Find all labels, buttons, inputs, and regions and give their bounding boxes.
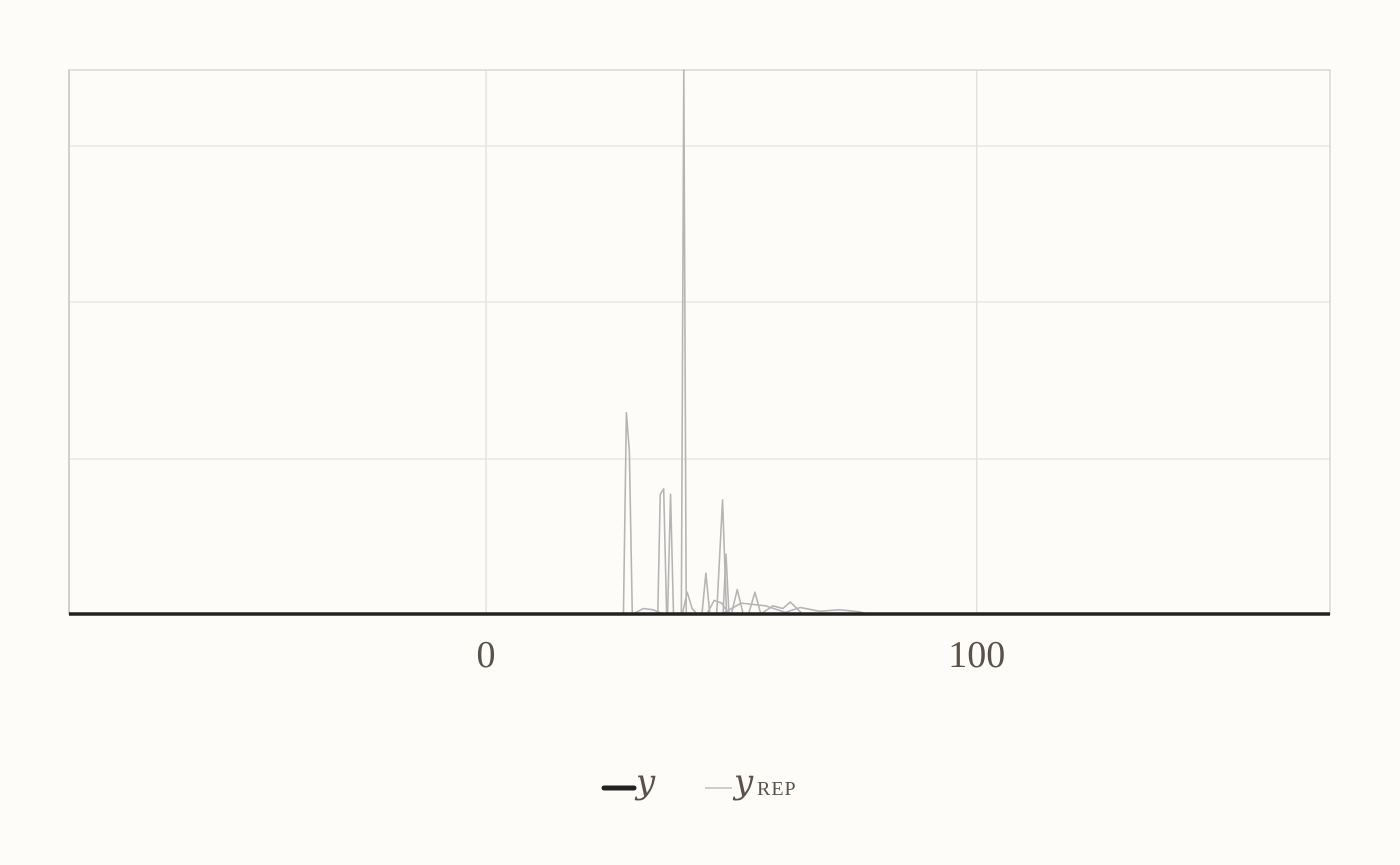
x-tick-label: 0: [477, 634, 496, 676]
yrep-line-12: [721, 602, 791, 615]
x-axis-tick-labels: 0 100: [477, 634, 1006, 676]
yrep-line-8: [722, 553, 730, 615]
yrep-line-15: [780, 606, 869, 615]
plot-frame: [68, 69, 1331, 615]
yrep-line-9: [706, 599, 730, 615]
yrep-line-3: [666, 493, 675, 615]
legend-y-label: y: [634, 762, 656, 802]
legend-yrep-subscript: REP: [757, 778, 797, 800]
yrep-line-4: [680, 69, 688, 615]
yrep-line-2: [656, 488, 668, 615]
x-tick-label: 100: [948, 634, 1005, 676]
yrep-line-14: [632, 607, 664, 615]
yrep-density-lines: [622, 69, 869, 615]
yrep-line-13: [760, 601, 804, 615]
yrep-line-6: [701, 572, 711, 615]
yrep-line-5: [681, 591, 698, 615]
yrep-line-11: [747, 591, 762, 615]
legend-yrep-label: y: [732, 762, 754, 802]
yrep-line-7: [715, 498, 728, 615]
grid-lines: [68, 69, 1331, 615]
yrep-line-1: [622, 411, 634, 615]
yrep-line-10: [730, 588, 744, 615]
legend: y y REP: [601, 762, 797, 802]
